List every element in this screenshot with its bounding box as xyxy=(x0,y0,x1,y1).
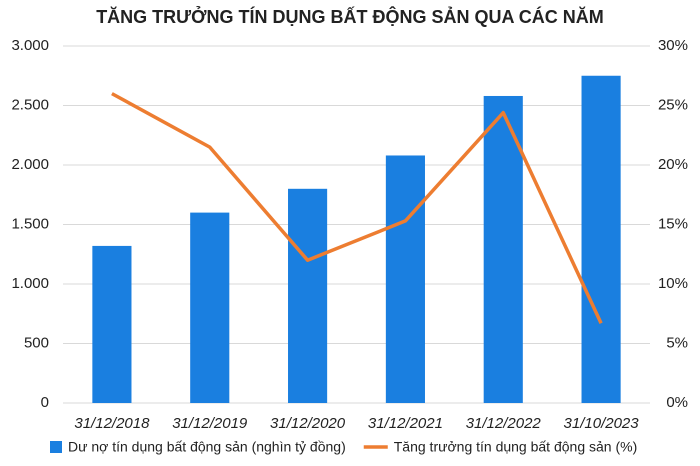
y-tick-label: 2.500 xyxy=(11,96,49,113)
y-tick-label: 3.000 xyxy=(11,37,49,54)
y-tick-label: 1.500 xyxy=(11,215,49,232)
x-tick-label: 31/12/2019 xyxy=(172,415,248,432)
x-tick-label: 31/12/2021 xyxy=(368,415,443,432)
bar xyxy=(385,155,425,403)
legend-label: Tăng trưởng tín dụng bất động sản (%) xyxy=(394,439,637,455)
legend-swatch xyxy=(50,441,62,453)
y2-tick-label: 20% xyxy=(658,156,688,173)
y-tick-label: 2.000 xyxy=(11,156,49,173)
chart-title: TĂNG TRƯỞNG TÍN DỤNG BẤT ĐỘNG SẢN QUA CÁ… xyxy=(96,6,604,27)
legend-label: Dư nợ tín dụng bất động sản (nghìn tỷ đồ… xyxy=(68,439,346,455)
y2-tick-label: 0% xyxy=(666,394,688,411)
bar xyxy=(581,75,621,403)
x-tick-label: 31/12/2020 xyxy=(270,415,346,432)
line xyxy=(111,92,603,325)
y2-tick-label: 25% xyxy=(658,96,688,113)
x-tick-label: 31/10/2023 xyxy=(564,415,640,432)
bar xyxy=(190,212,230,403)
x-tick-label: 31/12/2018 xyxy=(74,415,150,432)
y2-tick-label: 5% xyxy=(666,334,688,351)
x-tick-label: 31/12/2022 xyxy=(466,415,542,432)
y-tick-label: 1.000 xyxy=(11,275,49,292)
y-tick-label: 500 xyxy=(24,334,49,351)
bar xyxy=(92,245,132,403)
y-tick-label: 0 xyxy=(41,394,49,411)
bar xyxy=(483,95,523,403)
bar xyxy=(288,188,328,403)
y2-tick-label: 30% xyxy=(658,37,688,54)
y2-tick-label: 15% xyxy=(658,215,688,232)
y2-tick-label: 10% xyxy=(658,275,688,292)
